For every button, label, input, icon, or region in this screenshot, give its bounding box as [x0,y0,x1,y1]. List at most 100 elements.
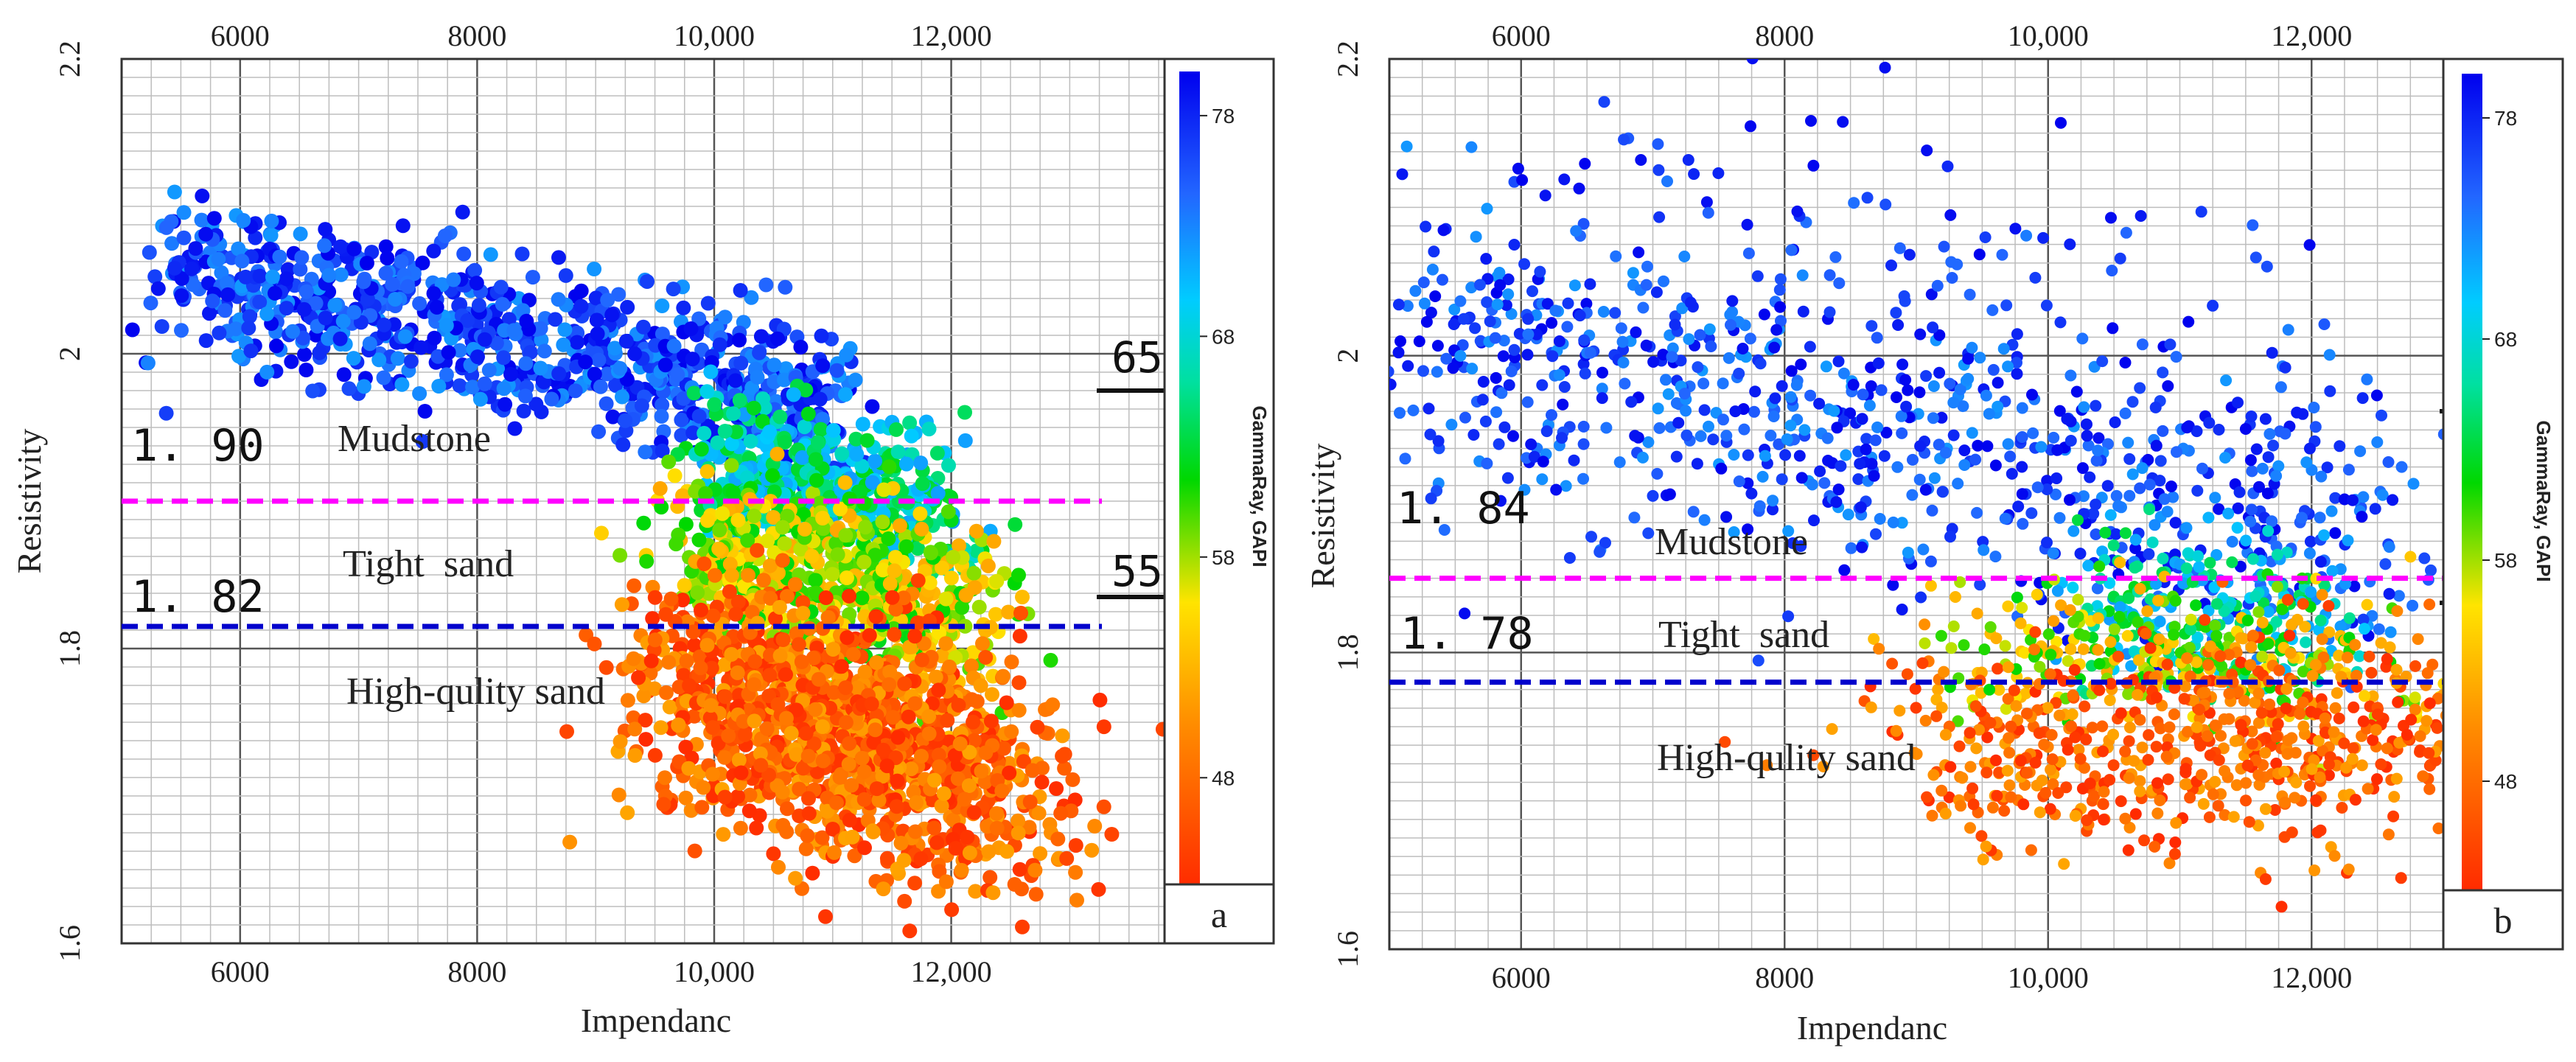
panel-b-points [1362,59,2443,913]
data-point [1672,416,1685,429]
data-point [1838,564,1851,576]
data-point [1420,220,1432,233]
data-point [2091,582,2104,595]
data-point [1479,415,1492,427]
data-point [2423,598,2436,611]
data-point [1454,295,1467,307]
data-point [898,539,914,554]
data-point [1417,365,1429,377]
data-point [1043,652,1058,668]
data-point [2072,514,2084,526]
data-point [2247,553,2259,565]
data-point [1941,160,1954,172]
data-point [1774,301,1787,313]
data-point [1600,422,1613,434]
data-point [1680,429,1693,441]
data-point [2371,436,2384,448]
data-point [612,548,628,563]
data-point [1997,343,2010,355]
data-point [217,303,233,318]
data-point [1409,284,1422,297]
data-point [506,323,522,338]
data-point [412,296,427,311]
data-point [1975,830,1988,842]
panel-a-colorbar-tick-label: 68 [1212,325,1235,348]
data-point [1362,377,1374,388]
data-point [1392,298,1405,311]
data-point [1155,722,1165,737]
data-point [1742,247,1755,259]
data-point [1596,382,1608,395]
data-point [1854,501,1867,514]
data-point [1818,477,1831,489]
data-point [1856,541,1868,553]
data-point [551,250,566,265]
data-point [887,563,902,579]
data-point [1966,341,1978,354]
data-point [940,713,955,728]
data-point [938,874,954,890]
data-point [2232,396,2244,409]
data-point [1692,361,1704,374]
data-point [299,284,314,299]
data-point [994,783,1010,799]
data-point [2114,252,2126,265]
data-point [856,554,872,570]
data-point [2267,439,2280,452]
data-point [1767,411,1780,422]
data-point [1518,483,1531,496]
data-point [1804,340,1816,353]
data-point [957,618,973,634]
data-point [1473,279,1486,291]
data-point [1666,351,1678,363]
data-point [699,464,715,479]
data-point [2244,515,2257,528]
data-point [174,323,189,338]
data-point [1729,405,1742,418]
data-point [305,383,321,399]
data-point [731,752,747,768]
data-point [678,517,694,532]
data-point [722,584,737,599]
data-point [2072,610,2084,623]
data-point [837,475,853,490]
data-point [2241,614,2254,626]
data-point [989,806,1004,821]
data-point [125,322,140,338]
data-point [2303,442,2316,455]
data-point [1733,367,1745,380]
data-point [666,338,682,354]
data-point [1399,453,1411,465]
data-point [777,536,792,551]
data-point [2272,460,2285,472]
data-point [1541,298,1554,310]
data-point [968,884,983,899]
data-point [140,355,156,371]
data-point [2107,539,2120,551]
data-point [1902,546,1914,559]
data-point [2143,503,2156,515]
data-point [944,902,960,918]
data-point [809,764,825,780]
data-point [1636,451,1649,464]
data-point [801,806,817,821]
data-point [818,909,833,924]
data-point [936,786,952,801]
data-point [2325,841,2337,853]
data-point [2031,481,2044,494]
data-point [707,397,722,412]
data-point [914,749,929,764]
data-point [593,379,608,394]
data-point [2123,592,2135,604]
data-point [1832,355,1845,368]
data-point [853,484,868,500]
data-point [780,589,795,604]
data-point [2207,299,2219,312]
data-point [1852,473,1865,486]
data-point [1558,173,1571,186]
panel-a-colorbar-gradient [1179,71,1200,888]
data-point [1688,168,1700,181]
data-point [533,360,548,376]
data-point [864,696,879,712]
data-point [747,509,762,524]
